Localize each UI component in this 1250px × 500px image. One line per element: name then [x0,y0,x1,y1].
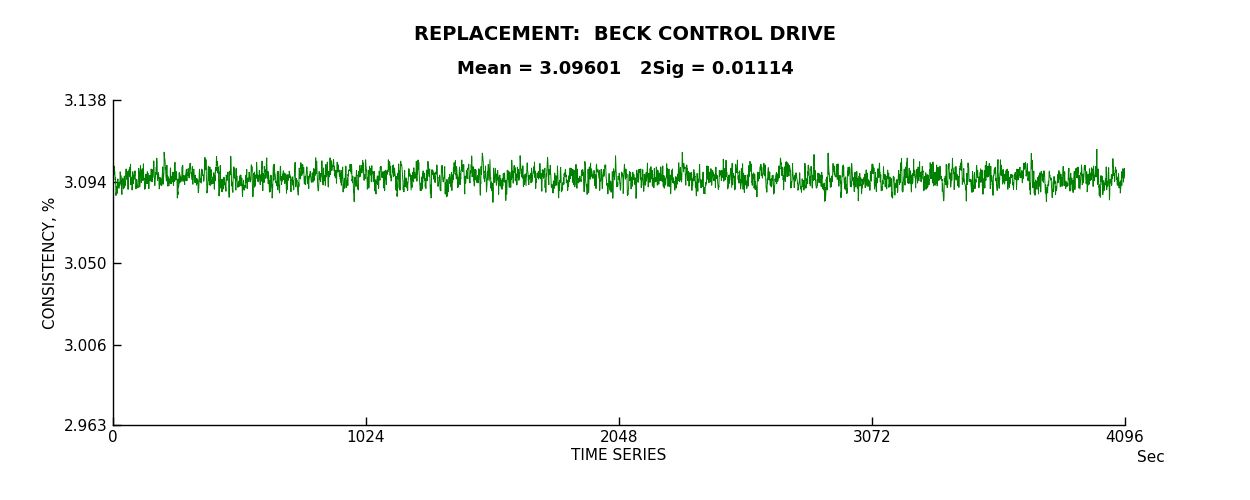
Y-axis label: CONSISTENCY, %: CONSISTENCY, % [44,196,59,328]
Text: Mean = 3.09601   2Sig = 0.01114: Mean = 3.09601 2Sig = 0.01114 [456,60,794,78]
Text: REPLACEMENT:  BECK CONTROL DRIVE: REPLACEMENT: BECK CONTROL DRIVE [414,25,836,44]
X-axis label: TIME SERIES: TIME SERIES [571,448,666,462]
Text: Sec: Sec [1138,450,1165,465]
